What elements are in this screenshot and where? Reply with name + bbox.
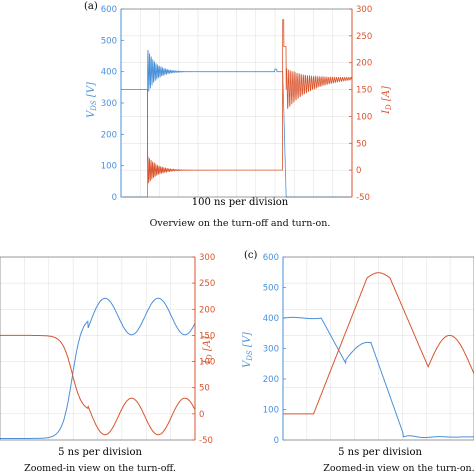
panel-a-right-tick-label: 0 [356, 166, 361, 176]
panel-a-right-tick-label: 150 [356, 86, 372, 96]
panel-label-c: (c) [244, 250, 258, 261]
panel-b-right-tick-label: 0 [199, 410, 204, 420]
panel-b-traces [0, 297, 196, 439]
panel-c-left-tick-label: 600 [263, 253, 279, 263]
ticks-panel-a: 0 100 200 300 400 500 600 -50 0 50 100 150 200 250 300 [101, 5, 372, 203]
panel-b-xlabel: 5 ns per division [58, 447, 142, 458]
panel-c-left-tick-label: 0 [274, 436, 279, 446]
panel-b-right-ylabel: ID [A] [202, 336, 214, 365]
panel-c-left-tick-label: 500 [263, 284, 279, 294]
panel-b-right-tick-label: 50 [199, 384, 210, 394]
panel-a-left-tick-label: 200 [101, 130, 117, 140]
panel-a-left-tick-label: 100 [101, 162, 117, 172]
panel-b-right-tick-label: 150 [199, 331, 215, 341]
panel-a-left-ylabel: VDS [V] [86, 82, 98, 118]
panel-a-left-tick-label: 400 [101, 68, 117, 78]
axes-panel-b [0, 256, 196, 441]
panel-b-right-tick-label: 250 [199, 279, 215, 289]
panel-b-right-tick-label: 200 [199, 305, 215, 315]
panel-a-xlabel: 100 ns per division [192, 197, 289, 208]
panel-label-a: (a) [84, 1, 98, 12]
panel-c-left-tick-label: 100 [263, 406, 279, 416]
panel-c-left-tick-label: 300 [263, 345, 279, 355]
panel-a-right-tick-label: 50 [356, 139, 367, 149]
series-id-c [283, 272, 474, 415]
panel-a-right-ylabel: ID [A] [381, 86, 393, 115]
ticks-panel-b: -50 0 50 100 150 200 250 300 [192, 253, 215, 446]
panel-a-right-tick-label: 300 [356, 5, 372, 15]
ticks-panel-c: 0 100 200 300 400 500 600 [263, 253, 286, 446]
panel-c-caption: Zoomed-in view on the turn-on. [323, 463, 474, 474]
panel-a-left-tick-label: 500 [101, 36, 117, 46]
series-id-b [0, 334, 196, 436]
series-vds-c [283, 316, 474, 439]
panel-b-caption: Zoomed-in view on the turn-off. [24, 463, 176, 474]
grid-panel-c [283, 257, 474, 440]
panel-a-right-tick-label: -50 [356, 193, 370, 203]
panel-c-left-tick-label: 200 [263, 375, 279, 385]
panel-c-xlabel: 5 ns per division [338, 447, 422, 458]
panel-a-left-tick-label: 600 [101, 5, 117, 15]
panel-a-left-tick-label: 300 [101, 99, 117, 109]
panel-a-caption: Overview on the turn-off and turn-on. [150, 218, 331, 229]
panel-b-right-tick-label: 300 [199, 253, 215, 263]
panel-c-left-tick-label: 400 [263, 314, 279, 324]
series-vds-b [0, 297, 196, 439]
series-id-a [121, 19, 353, 184]
panel-a-left-tick-label: 0 [112, 193, 117, 203]
panel-a-right-tick-label: 250 [356, 32, 372, 42]
panel-b-right-tick-label: 100 [199, 358, 215, 368]
grid-panel-b [0, 257, 195, 440]
panel-c-left-ylabel: VDS [V] [242, 332, 254, 368]
panel-a-right-tick-label: 100 [356, 112, 372, 122]
panel-a-right-tick-label: 200 [356, 59, 372, 69]
panel-c-traces [283, 272, 474, 439]
panel-b-right-tick-label: -50 [199, 436, 213, 446]
